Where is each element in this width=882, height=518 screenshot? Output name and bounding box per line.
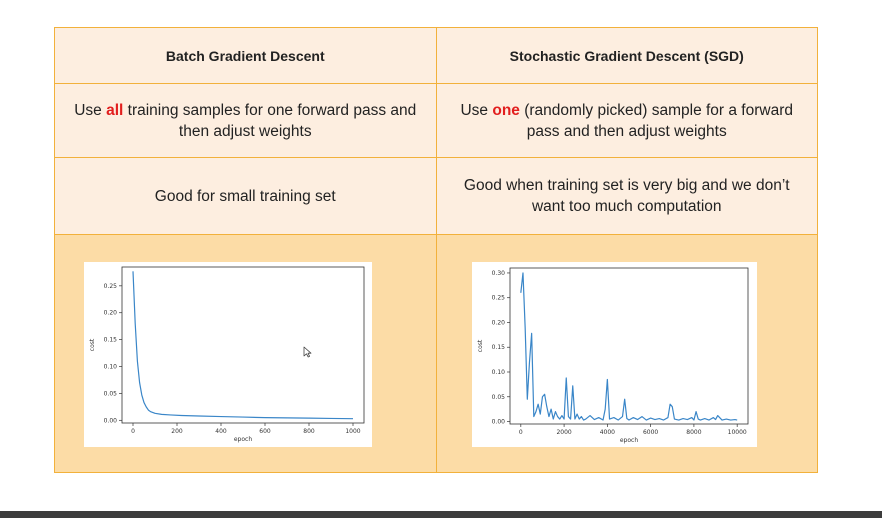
- sgd-samples-highlight: one: [492, 101, 520, 119]
- sgd-samples-cell: Use one (randomly picked) sample for a f…: [435, 84, 818, 157]
- batch-plot-frame: [121, 266, 365, 424]
- sgd-x-axis-label: epoch: [620, 437, 638, 444]
- header-sgd-text: Stochastic Gradient Descent (SGD): [509, 47, 744, 64]
- mouse-cursor-icon: [303, 345, 312, 363]
- samples-row: Use all training samples for one forward…: [55, 84, 817, 158]
- header-batch-gd: Batch Gradient Descent: [55, 28, 436, 83]
- batch-samples-post: training samples for one forward pass an…: [123, 101, 417, 140]
- sgd-y-axis-label: cost: [477, 339, 484, 352]
- batch-use-case-text: Good for small training set: [154, 187, 336, 205]
- sgd-x-tick-label: 10000: [728, 429, 747, 436]
- sgd-samples-pre: Use: [460, 101, 493, 119]
- batch-x-axis-label: epoch: [234, 436, 252, 443]
- bottom-bar: [0, 511, 882, 518]
- sgd-use-case-text: Good when training set is very big and w…: [463, 177, 790, 215]
- sgd-x-tick-label: 0: [519, 429, 523, 436]
- sgd-y-tick-label: 0.05: [492, 394, 506, 401]
- batch-y-tick-label: 0.05: [104, 390, 118, 397]
- batch-x-tick-label: 0: [131, 428, 135, 435]
- batch-y-tick-label: 0.10: [104, 364, 118, 371]
- batch-x-tick-label: 600: [259, 428, 271, 435]
- header-row: Batch Gradient Descent Stochastic Gradie…: [55, 28, 817, 84]
- sgd-y-tick-label: 0.10: [492, 369, 506, 376]
- sgd-cost-chart-svg: 0 2000 4000 6000 8000 10000 0.00 0.05 0.10 0.15 0.…: [477, 267, 749, 444]
- sgd-y-tick-label: 0.20: [492, 319, 506, 326]
- header-sgd: Stochastic Gradient Descent (SGD): [435, 28, 818, 83]
- sgd-samples-text: Use one (randomly picked) sample for a f…: [447, 100, 808, 142]
- sgd-y-tick-label: 0.30: [492, 270, 506, 277]
- batch-y-tick-label: 0.20: [104, 310, 118, 317]
- sgd-y-tick-label: 0.00: [492, 419, 506, 426]
- sgd-chart-cell: [435, 235, 818, 472]
- sgd-x-tick-label: 4000: [600, 429, 615, 436]
- sgd-use-case-cell: Good when training set is very big and w…: [435, 158, 818, 234]
- batch-x-tick-label: 800: [303, 428, 315, 435]
- batch-x-tick-label: 400: [215, 428, 227, 435]
- batch-y-tick-label: 0.00: [104, 417, 118, 424]
- batch-samples-pre: Use: [74, 101, 107, 119]
- sgd-samples-post: (randomly picked) sample for a forward p…: [519, 101, 793, 140]
- batch-cost-chart: 0 200 400 600 800 1000 0.00 0.05 0.10 0.15 0.20 0.2…: [84, 262, 372, 447]
- batch-x-tick-label: 1000: [345, 428, 360, 435]
- sgd-y-tick-label: 0.15: [492, 344, 506, 351]
- use-case-row: Good for small training set Good when tr…: [55, 158, 817, 235]
- batch-cost-chart-svg: 0 200 400 600 800 1000 0.00 0.05 0.10 0.15 0.20 0.2…: [89, 266, 365, 443]
- header-batch-gd-text: Batch Gradient Descent: [165, 47, 325, 64]
- batch-samples-cell: Use all training samples for one forward…: [55, 84, 436, 157]
- batch-x-tick-label: 200: [171, 428, 183, 435]
- sgd-cost-line: [520, 272, 738, 421]
- sgd-x-tick-label: 6000: [643, 429, 658, 436]
- sgd-cost-chart: 0 2000 4000 6000 8000 10000 0.00 0.05 0.10 0.15 0.…: [472, 262, 757, 447]
- batch-y-tick-label: 0.25: [104, 283, 118, 290]
- batch-use-case-cell: Good for small training set: [55, 158, 436, 234]
- batch-y-axis-label: cost: [89, 338, 96, 351]
- sgd-plot-frame: [509, 267, 749, 425]
- batch-samples-highlight: all: [106, 101, 124, 119]
- batch-samples-text: Use all training samples for one forward…: [65, 100, 426, 142]
- batch-y-tick-label: 0.15: [104, 337, 118, 344]
- sgd-y-tick-label: 0.25: [492, 295, 506, 302]
- sgd-x-tick-label: 8000: [686, 429, 701, 436]
- sgd-x-tick-label: 2000: [556, 429, 571, 436]
- batch-cost-line: [132, 271, 354, 420]
